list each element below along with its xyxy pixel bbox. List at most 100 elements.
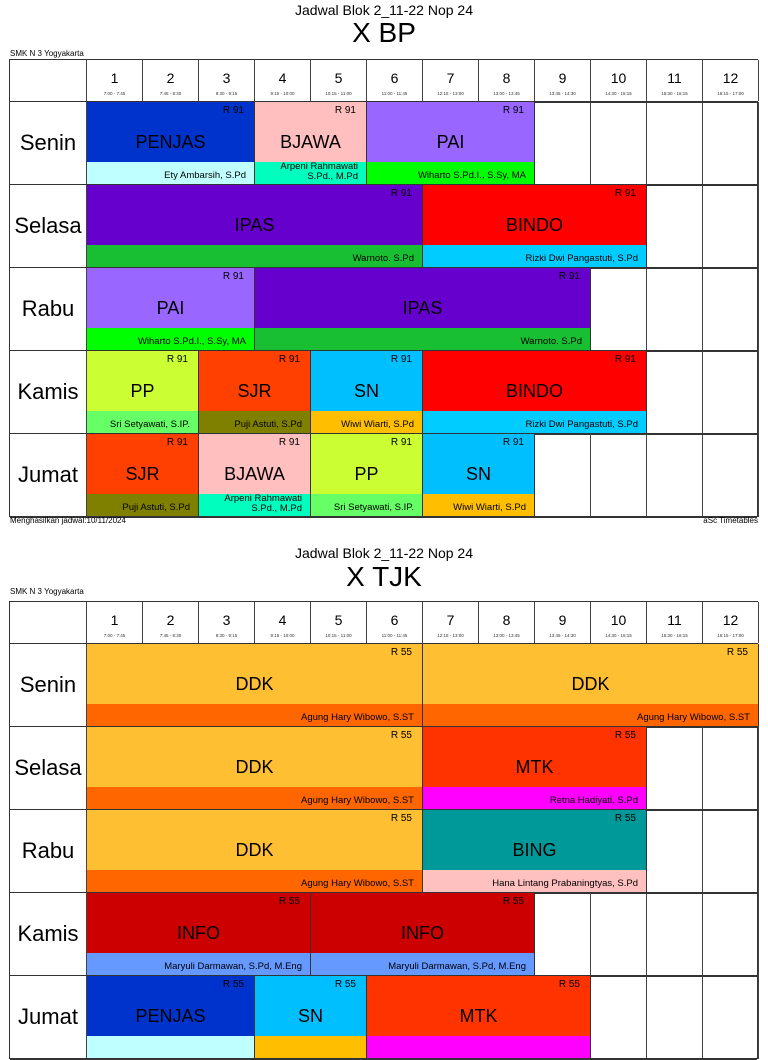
lesson-block[interactable]: R 55 BING Hana Lintang Prabaningtyas, S.Pd [423,810,647,892]
period-header: 10 14:30 - 15:15 [591,602,647,643]
teacher-label: Agung Hary Wibowo, S.ST [637,712,750,723]
cell-divider [758,727,759,810]
lesson-block[interactable]: R 91 PENJAS Ety Ambarsih, S.Pd [87,102,255,184]
lesson-block[interactable]: R 91 SN Wiwi Wiarti, S.Pd [423,434,535,516]
subject-label: IPAS [402,298,443,318]
subject-label: PP [354,464,379,484]
room-label: R 91 [222,271,244,282]
lesson-teacher-area: Maryuli Darmawan, S.Pd, M.Eng [87,953,310,975]
period-header: 12 16:15 - 17:00 [703,602,759,643]
lesson-subject-area: R 91 IPAS [255,268,590,328]
lesson-teacher-area: Ety Ambarsih, S.Pd [87,162,254,184]
period-number: 3 [222,70,231,86]
teacher-label: Agung Hary Wibowo, S.ST [301,878,414,889]
lesson-subject-area: R 91 SJR [199,351,310,411]
room-label: R 55 [334,979,356,990]
subject-label: SJR [237,381,272,401]
room-label: R 91 [390,354,412,365]
lesson-teacher-area: Warnoto. S.Pd [255,328,590,350]
lesson-block[interactable]: R 91 PAI Wiharto S.Pd.I., S.Sy, MA [367,102,535,184]
teacher-label: Wiharto S.Pd.I., S.Sy, MA [137,336,246,347]
subject-label: DDK [235,840,274,860]
lesson-block[interactable]: R 91 IPAS Warnoto. S.Pd [87,185,423,267]
lesson-teacher-area [367,1036,590,1058]
lesson-subject-area: R 91 PAI [87,268,254,328]
cell-divider [646,976,647,1059]
period-number: 10 [610,70,627,86]
timetable-grid: 1 7:00 - 7:45 2 7:45 - 8:30 3 8:30 - 9:15 4 9:1… [9,601,759,1060]
period-number: 9 [558,612,567,628]
teacher-label: Rizki Dwi Pangastuti, S.Pd [525,253,638,264]
period-header: 6 11:00 - 11:45 [367,60,423,101]
cell-divider [590,434,591,517]
lesson-subject-area: R 55 MTK [423,727,646,787]
cell-divider [702,976,703,1059]
period-number: 5 [334,70,343,86]
lesson-block[interactable]: R 91 BJAWA Arpeni Rahmawati S.Pd., M.Pd [255,102,367,184]
lesson-block[interactable]: R 55 PENJAS [87,976,255,1058]
lesson-block[interactable]: R 91 PP Sri Setyawati, S.IP. [87,351,199,433]
lesson-subject-area: R 91 PP [311,434,422,494]
cell-divider [702,268,703,351]
lesson-block[interactable]: R 91 BINDO Rizki Dwi Pangastuti, S.Pd [423,351,647,433]
lesson-block[interactable]: R 55 INFO Maryuli Darmawan, S.Pd, M.Eng [87,893,311,975]
lesson-block[interactable]: R 55 MTK Retna Hadiyati, S.Pd [423,727,647,809]
room-label: R 55 [614,813,636,824]
period-time: 7:00 - 7:45 [103,633,126,638]
subject-label: SN [297,1006,323,1026]
lesson-block[interactable]: R 91 BINDO Rizki Dwi Pangastuti, S.Pd [423,185,647,267]
lesson-teacher-area: Puji Astuti, S.Pd [87,494,198,516]
cell-divider [702,351,703,434]
lesson-teacher-area: Hana Lintang Prabaningtyas, S.Pd [423,870,646,892]
lesson-teacher-area: Rizki Dwi Pangastuti, S.Pd [423,411,646,433]
period-header: 1 7:00 - 7:45 [87,602,143,643]
room-label: R 55 [726,647,748,658]
lesson-teacher-area: Retna Hadiyati, S.Pd [423,787,646,809]
period-number: 5 [334,612,343,628]
lesson-block[interactable]: R 55 SN [255,976,367,1058]
lesson-teacher-area: Sri Setyawati, S.IP. [87,411,198,433]
lesson-block[interactable]: R 91 PP Sri Setyawati, S.IP. [311,434,423,516]
lesson-block[interactable]: R 55 INFO Maryuli Darmawan, S.Pd, M.Eng [311,893,535,975]
teacher-label: Ety Ambarsih, S.Pd [164,170,246,181]
period-number: 8 [502,70,511,86]
period-header: 3 8:30 - 9:15 [199,60,255,101]
period-number: 10 [610,612,627,628]
period-header: 1 7:00 - 7:45 [87,60,143,101]
generated-date: Menghasilkan jadwal:10/11/2024 [10,516,126,525]
row-divider [10,433,757,435]
subject-label: PENJAS [135,132,206,152]
room-label: R 91 [614,188,636,199]
lesson-block[interactable]: R 91 PAI Wiharto S.Pd.I., S.Sy, MA [87,268,255,350]
row-divider [10,975,757,977]
row-divider [10,350,757,352]
lesson-subject-area: R 91 PENJAS [87,102,254,162]
day-label: Kamis [10,893,87,975]
lesson-block[interactable]: R 91 BJAWA Arpeni Rahmawati S.Pd., M.Pd [199,434,311,516]
subject-label: IPAS [234,215,275,235]
period-time: 7:45 - 8:30 [159,91,182,96]
cell-divider [702,434,703,517]
lesson-block[interactable]: R 55 DDK Agung Hary Wibowo, S.ST [423,644,759,726]
lesson-block[interactable]: R 55 DDK Agung Hary Wibowo, S.ST [87,810,423,892]
teacher-label: Puji Astuti, S.Pd [234,419,302,430]
lesson-subject-area: R 91 BINDO [423,185,646,245]
period-number: 2 [166,70,175,86]
lesson-block[interactable]: R 91 SJR Puji Astuti, S.Pd [87,434,199,516]
room-label: R 91 [166,354,188,365]
lesson-block[interactable]: R 55 DDK Agung Hary Wibowo, S.ST [87,727,423,809]
lesson-subject-area: R 55 BING [423,810,646,870]
class-title: X BP [352,17,416,48]
lesson-block[interactable]: R 55 DDK Agung Hary Wibowo, S.ST [87,644,423,726]
lesson-block[interactable]: R 91 SJR Puji Astuti, S.Pd [199,351,311,433]
lesson-teacher-area: Wiharto S.Pd.I., S.Sy, MA [367,162,534,184]
lesson-block[interactable]: R 91 SN Wiwi Wiarti, S.Pd [311,351,423,433]
subject-label: DDK [235,674,274,694]
period-time: 16:15 - 17:00 [717,633,744,638]
room-label: R 91 [390,437,412,448]
lesson-teacher-area: Maryuli Darmawan, S.Pd, M.Eng [311,953,534,975]
lesson-block[interactable]: R 91 IPAS Warnoto. S.Pd [255,268,591,350]
lesson-block[interactable]: R 55 MTK [367,976,591,1058]
period-number: 6 [390,70,399,86]
period-time: 8:30 - 9:15 [215,91,238,96]
